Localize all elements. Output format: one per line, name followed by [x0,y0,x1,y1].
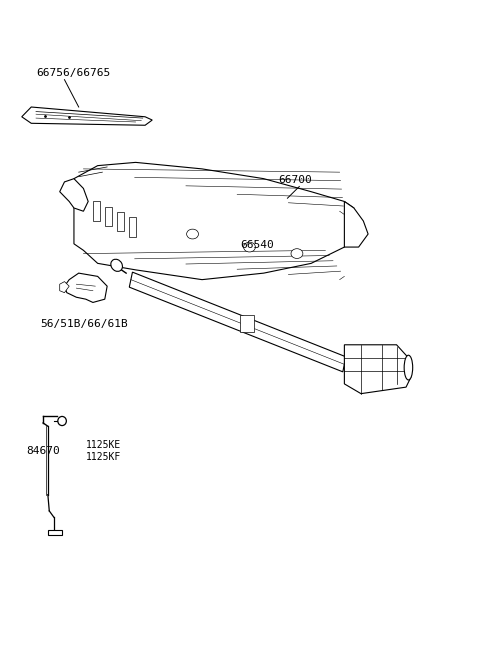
Text: 66700: 66700 [278,175,312,185]
Ellipse shape [291,249,303,258]
Polygon shape [117,212,124,231]
Ellipse shape [404,355,413,380]
Text: 66540: 66540 [240,240,274,250]
Polygon shape [129,272,346,372]
Polygon shape [240,315,254,332]
Ellipse shape [187,229,199,239]
Polygon shape [60,282,69,292]
Ellipse shape [111,260,122,271]
Polygon shape [344,202,368,247]
Ellipse shape [58,417,66,426]
Ellipse shape [243,242,255,252]
Polygon shape [48,530,62,535]
Polygon shape [129,217,136,237]
Polygon shape [60,179,88,212]
Polygon shape [64,273,107,302]
Text: 66756/66765: 66756/66765 [36,68,110,78]
Polygon shape [105,207,112,226]
Text: 84670: 84670 [26,445,60,455]
Polygon shape [93,202,100,221]
Polygon shape [344,345,411,394]
Polygon shape [74,162,354,280]
Text: 56/51B/66/61B: 56/51B/66/61B [41,319,129,328]
Text: 1125KE
1125KF: 1125KE 1125KF [86,440,121,462]
Polygon shape [22,107,152,125]
